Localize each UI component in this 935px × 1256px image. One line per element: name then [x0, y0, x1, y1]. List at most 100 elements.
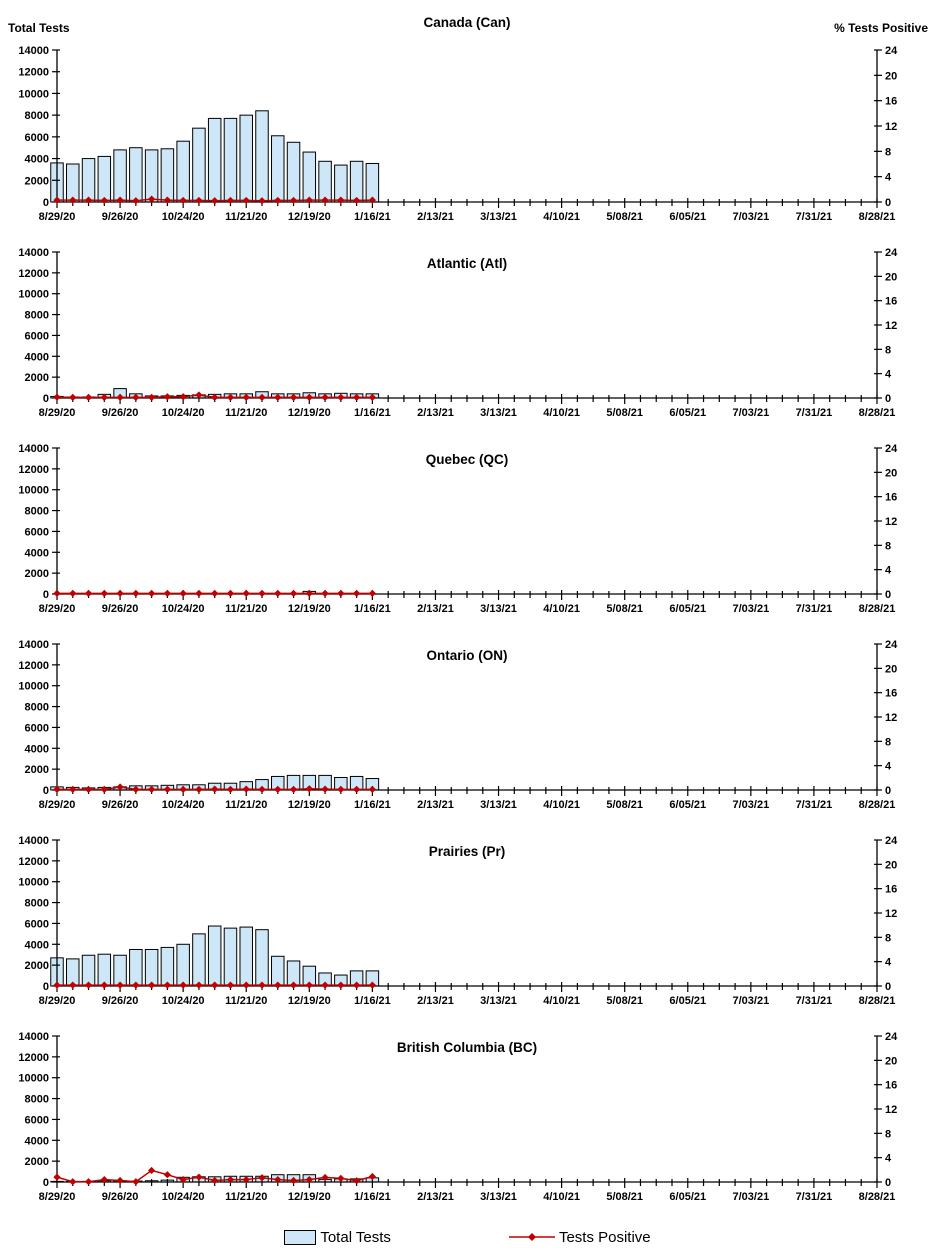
x-tick-label: 10/24/20 — [162, 1191, 205, 1203]
left-tick-label: 8000 — [25, 506, 49, 518]
total-tests-bar — [176, 943, 190, 987]
diamond-marker — [163, 1171, 171, 1179]
right-tick-label: 20 — [885, 1055, 897, 1067]
x-tick-label: 6/05/21 — [669, 211, 706, 223]
x-tick-label: 8/28/21 — [859, 211, 896, 223]
diamond-marker — [289, 1176, 298, 1185]
left-tick-label: 0 — [43, 981, 49, 993]
diamond-marker — [84, 393, 93, 401]
total-tests-bar — [81, 954, 96, 987]
left-tick-label: 2000 — [25, 1156, 49, 1168]
diamond-marker — [289, 589, 298, 597]
right-tick-label: 24 — [885, 835, 898, 847]
x-tick-label: 7/03/21 — [732, 995, 769, 1007]
total-tests-bar — [255, 110, 269, 203]
right-tick-label: 24 — [885, 443, 898, 455]
right-tick-label: 24 — [885, 247, 898, 259]
legend-diamond — [527, 1233, 536, 1241]
x-tick-label: 1/16/21 — [354, 799, 391, 811]
left-tick-label: 12000 — [18, 67, 49, 79]
diamond-marker — [100, 589, 108, 597]
right-tick-label: 20 — [885, 271, 897, 283]
panel-quebec: Quebec (QC) 14000 12000 10000 8000 6000 4000 20… — [0, 434, 935, 630]
x-tick-label: 7/31/21 — [796, 603, 833, 615]
right-tick-label: 8 — [885, 344, 891, 356]
right-axis-title: % Tests Positive — [834, 21, 928, 35]
diamond-marker — [179, 589, 187, 597]
total-tests-bar — [160, 148, 175, 203]
diamond-marker — [321, 196, 329, 204]
diamond-marker — [116, 196, 124, 204]
x-tick-label: 8/29/20 — [39, 799, 76, 811]
diamond-marker — [100, 196, 108, 205]
left-tick-label: 4000 — [25, 1135, 49, 1147]
diamond-marker — [84, 589, 93, 597]
left-tick-label: 0 — [43, 1177, 49, 1189]
x-tick-label: 2/13/21 — [417, 211, 454, 223]
total-tests-bar — [223, 117, 238, 203]
right-tick-label: 12 — [885, 121, 897, 133]
x-tick-label: 8/28/21 — [859, 799, 896, 811]
diamond-marker — [116, 393, 124, 401]
x-tick-label: 5/08/21 — [606, 995, 643, 1007]
diamond-marker — [353, 589, 361, 597]
diamond-marker — [132, 197, 140, 205]
diamond-marker — [305, 785, 313, 793]
total-tests-bar — [192, 127, 206, 203]
x-tick-label: 6/05/21 — [669, 799, 706, 811]
total-tests-bar — [334, 164, 348, 203]
x-tick-label: 9/26/20 — [102, 407, 139, 419]
diamond-marker — [132, 785, 140, 793]
x-tick-label: 9/26/20 — [102, 799, 139, 811]
x-tick-label: 7/31/21 — [796, 407, 833, 419]
left-tick-label: 8000 — [25, 110, 49, 122]
x-tick-label: 8/28/21 — [859, 603, 896, 615]
total-tests-bar — [302, 151, 317, 203]
x-tick-label: 3/13/21 — [480, 407, 517, 419]
left-tick-label: 6000 — [25, 722, 49, 734]
diamond-marker — [258, 589, 266, 597]
diamond-marker — [353, 1177, 361, 1185]
diamond-marker — [211, 1176, 219, 1185]
x-tick-label: 10/24/20 — [162, 603, 205, 615]
diamond-marker — [305, 196, 313, 204]
right-tick-label: 24 — [885, 639, 898, 651]
diamond-marker — [116, 1176, 124, 1185]
right-tick-label: 0 — [885, 589, 891, 601]
diamond-marker — [337, 196, 345, 204]
panel-ontario-chart: Ontario (ON) 14000 12000 10000 8000 6000 4000 2… — [18, 639, 898, 811]
diamond-marker — [305, 589, 313, 597]
legend-item-total-tests: Total Tests — [284, 1229, 391, 1246]
right-tick-label: 4 — [885, 1153, 892, 1165]
diamond-marker — [179, 785, 187, 793]
x-tick-label: 8/28/21 — [859, 407, 896, 419]
total-tests-bar — [113, 954, 127, 987]
right-tick-label: 20 — [885, 70, 897, 82]
left-tick-label: 10000 — [18, 289, 49, 301]
diamond-marker — [179, 393, 187, 401]
diamond-marker — [211, 393, 219, 401]
panel-title: Atlantic (Atl) — [427, 256, 507, 271]
diamond-marker — [195, 196, 203, 205]
right-tick-label: 16 — [885, 884, 897, 896]
x-tick-label: 10/24/20 — [162, 995, 205, 1007]
left-tick-label: 14000 — [18, 639, 49, 651]
diamond-marker — [53, 785, 61, 793]
diamond-marker — [211, 589, 219, 597]
diamond-marker — [148, 195, 156, 203]
x-tick-label: 11/21/20 — [225, 1191, 267, 1203]
diamond-marker — [163, 785, 171, 793]
panel-title: British Columbia (BC) — [397, 1040, 537, 1055]
x-tick-label: 5/08/21 — [606, 603, 643, 615]
x-tick-label: 11/21/20 — [225, 995, 267, 1007]
x-tick-label: 3/13/21 — [480, 603, 517, 615]
left-tick-label: 10000 — [18, 681, 49, 693]
total-tests-bar — [66, 163, 80, 203]
diamond-marker — [353, 196, 361, 205]
right-tick-label: 4 — [885, 565, 892, 577]
diamond-marker — [84, 1178, 93, 1186]
diamond-marker — [84, 196, 93, 204]
diamond-marker — [368, 981, 376, 989]
x-tick-label: 4/10/21 — [543, 799, 580, 811]
